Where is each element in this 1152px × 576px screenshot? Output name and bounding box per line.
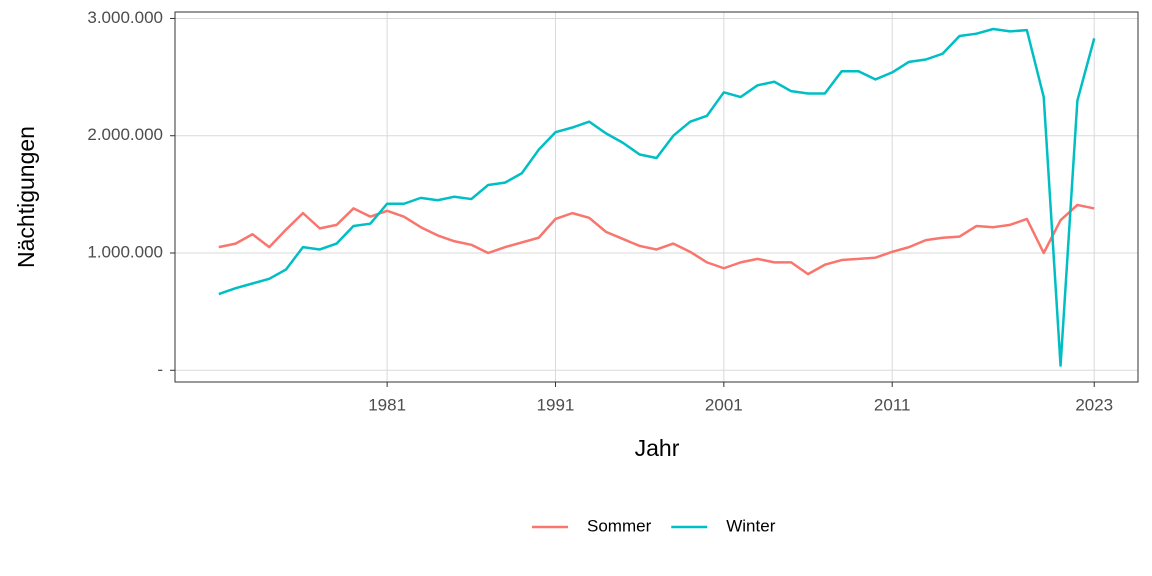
- y-tick-label: 3.000.000: [87, 8, 163, 27]
- x-tick-label: 1991: [537, 395, 575, 414]
- y-tick-label: -: [157, 360, 163, 379]
- y-axis-title: Nächtigungen: [13, 126, 39, 268]
- x-axis-title: Jahr: [635, 435, 680, 461]
- plot-background: [175, 12, 1138, 382]
- x-tick-label: 2023: [1075, 395, 1113, 414]
- legend-label: Sommer: [587, 516, 652, 535]
- line: [218, 27, 1096, 367]
- y-tick-label: 1.000.000: [87, 242, 163, 261]
- x-tick-label: 1981: [368, 395, 406, 414]
- legend-label: Winter: [726, 516, 775, 535]
- x-tick-label: 2001: [705, 395, 743, 414]
- x-tick-label: 2011: [874, 395, 911, 414]
- plot-border: [174, 11, 1139, 383]
- y-tick-label: 2.000.000: [87, 125, 163, 144]
- line: [218, 203, 1095, 276]
